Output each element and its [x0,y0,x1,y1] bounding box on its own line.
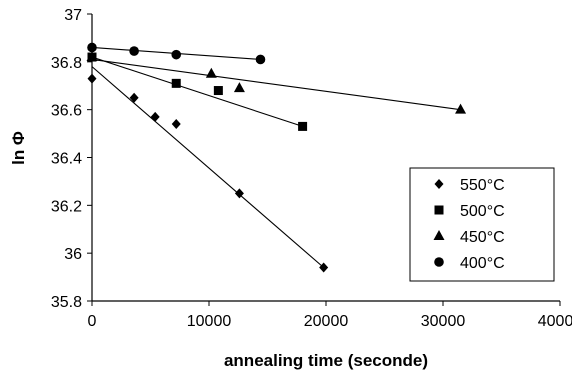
legend-label: 500°C [460,203,505,220]
series-circle [87,42,266,65]
legend-marker [434,257,444,267]
trend-line [91,58,461,111]
data-point [129,46,139,56]
legend-marker [434,205,444,215]
series-layer [86,42,467,273]
legend-item: 500°C [434,203,505,220]
data-point [87,42,97,53]
data-point [129,92,139,103]
legend-label: 550°C [460,177,505,194]
series-diamond [87,66,329,273]
trend-line [91,66,325,268]
data-point [213,86,223,96]
legend-item: 550°C [434,177,505,194]
data-point [171,78,181,88]
data-point [150,111,160,122]
legend: 550°C 500°C 450°C 400°C [409,167,555,282]
legend-label: 450°C [460,229,505,246]
trend-line [91,56,303,127]
y-tick-label: 36.4 [51,151,82,168]
data-point [233,82,245,93]
x-tick-label: 40000 [538,313,572,330]
legend-label: 400°C [460,255,505,272]
legend-marker [434,179,444,189]
series-triangle [86,51,467,114]
y-tick-label: 36 [64,246,82,263]
data-point [171,49,182,60]
legend-item: 450°C [433,229,505,246]
tick-labels: 0 10000 20000 30000 40000 35.8 36 36.2 36.4 36.6 3… [51,7,572,330]
x-tick-label: 10000 [187,313,232,330]
y-tick-label: 36.6 [51,103,82,120]
y-tick-label: 36.8 [51,55,82,72]
data-point [455,103,467,114]
data-point [205,67,217,78]
x-tick-label: 20000 [304,313,349,330]
data-point [234,188,244,199]
y-axis-title: ln Φ [9,131,28,165]
x-tick-label: 30000 [421,313,466,330]
y-tick-label: 36.2 [51,198,82,215]
x-axis-title: annealing time (seconde) [224,351,428,370]
data-point [171,119,181,130]
legend-marker [433,230,445,240]
data-point [319,262,329,273]
y-tick-label: 37 [64,7,82,24]
data-point [255,54,266,65]
legend-box [409,167,555,282]
x-tick-label: 0 [88,313,97,330]
data-point [87,73,97,84]
data-point [298,121,308,131]
axes [87,13,561,306]
legend-item: 400°C [434,255,505,272]
y-tick-label: 35.8 [51,294,82,311]
data-point [86,51,98,62]
